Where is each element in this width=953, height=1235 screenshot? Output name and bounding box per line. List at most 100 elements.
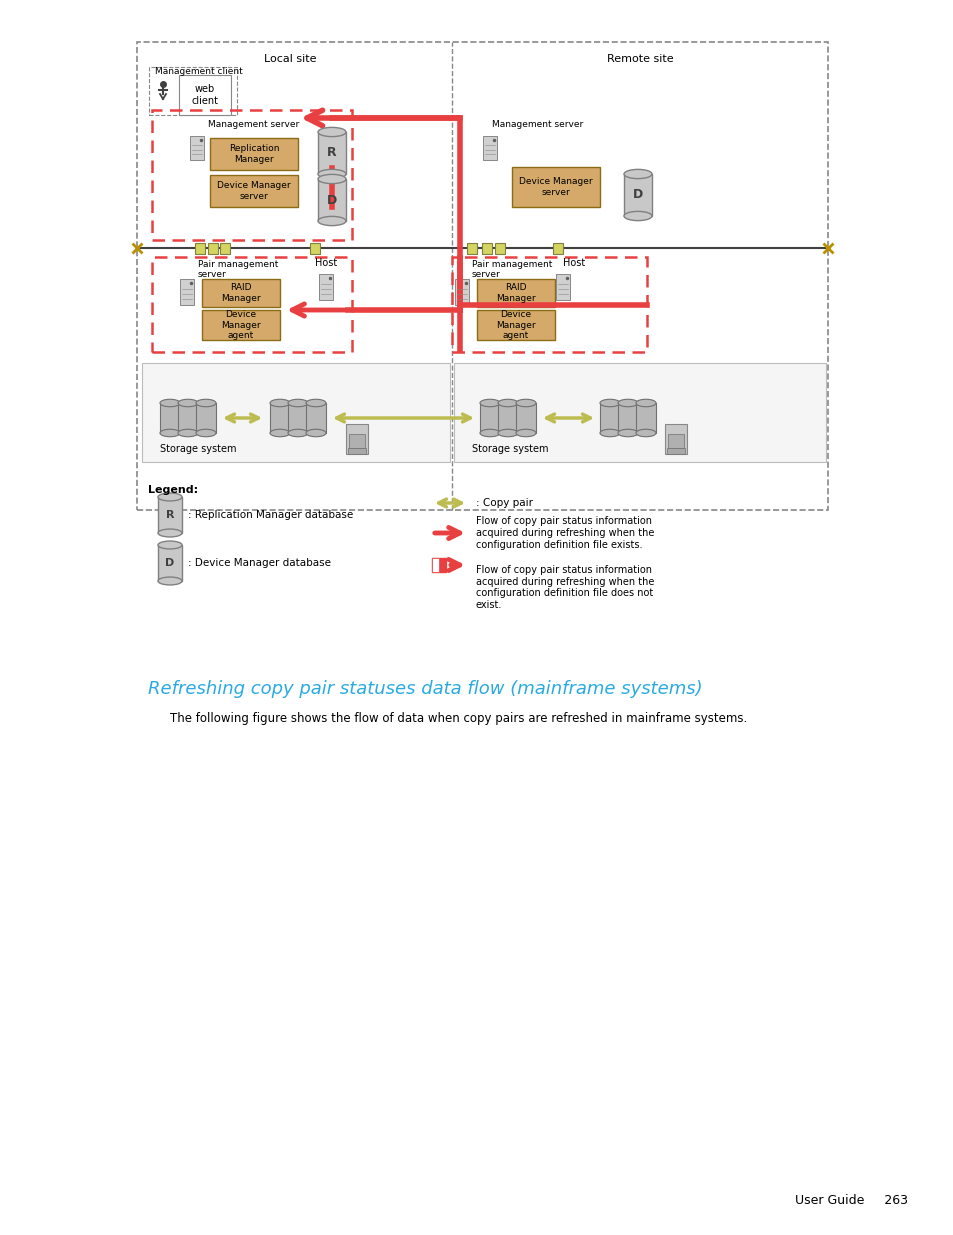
Bar: [553, 243, 562, 254]
Text: Storage system: Storage system: [472, 445, 548, 454]
Bar: [317, 179, 346, 221]
Ellipse shape: [160, 430, 180, 437]
Bar: [152, 110, 352, 240]
Bar: [190, 136, 204, 161]
Ellipse shape: [317, 127, 346, 137]
Text: Remote site: Remote site: [606, 54, 673, 64]
Bar: [495, 243, 504, 254]
Text: Device
Manager
agent: Device Manager agent: [496, 310, 536, 340]
Ellipse shape: [288, 399, 308, 406]
Text: Legend:: Legend:: [148, 485, 198, 495]
Text: D: D: [632, 189, 642, 201]
Bar: [178, 403, 198, 433]
Ellipse shape: [599, 430, 619, 437]
Text: : Replication Manager database: : Replication Manager database: [188, 510, 353, 520]
Text: Management server: Management server: [492, 120, 582, 128]
Bar: [497, 403, 517, 433]
Text: Device
Manager
agent: Device Manager agent: [221, 310, 260, 340]
Bar: [195, 403, 215, 433]
Text: Management client: Management client: [154, 67, 242, 77]
Bar: [152, 257, 352, 352]
Bar: [432, 558, 446, 572]
Text: Device Manager
server: Device Manager server: [518, 178, 592, 196]
Bar: [288, 403, 308, 433]
Text: The following figure shows the flow of data when copy pairs are refreshed in mai: The following figure shows the flow of d…: [170, 713, 746, 725]
Ellipse shape: [306, 430, 326, 437]
Bar: [664, 424, 686, 454]
Text: Pair management
server: Pair management server: [472, 261, 552, 279]
Bar: [202, 310, 280, 340]
Ellipse shape: [270, 399, 290, 406]
Ellipse shape: [178, 430, 198, 437]
Bar: [666, 448, 684, 454]
Bar: [348, 448, 366, 454]
Text: Local site: Local site: [263, 54, 315, 64]
Ellipse shape: [497, 430, 517, 437]
Bar: [599, 403, 619, 433]
Bar: [317, 132, 346, 174]
Bar: [149, 67, 236, 115]
Bar: [667, 433, 683, 448]
Bar: [516, 403, 536, 433]
Text: Storage system: Storage system: [160, 445, 236, 454]
Text: Host: Host: [562, 258, 584, 268]
Bar: [455, 279, 469, 305]
Ellipse shape: [516, 430, 536, 437]
Bar: [137, 42, 827, 510]
Bar: [158, 545, 182, 580]
Ellipse shape: [158, 577, 182, 585]
Bar: [454, 363, 825, 462]
Bar: [346, 424, 368, 454]
Ellipse shape: [636, 399, 656, 406]
Bar: [623, 174, 651, 216]
Ellipse shape: [317, 216, 346, 226]
Bar: [481, 243, 492, 254]
Bar: [306, 403, 326, 433]
Ellipse shape: [178, 399, 198, 406]
Ellipse shape: [288, 430, 308, 437]
Bar: [194, 243, 205, 254]
Bar: [476, 310, 555, 340]
Text: RAID
Manager: RAID Manager: [221, 283, 260, 303]
Bar: [512, 167, 599, 207]
Bar: [476, 279, 555, 308]
Bar: [180, 279, 193, 305]
Text: R: R: [166, 510, 174, 520]
Bar: [479, 403, 499, 433]
Ellipse shape: [195, 430, 215, 437]
Bar: [318, 274, 333, 300]
Ellipse shape: [317, 174, 346, 184]
Bar: [349, 433, 365, 448]
Bar: [220, 243, 230, 254]
Ellipse shape: [317, 169, 346, 179]
Text: Flow of copy pair status information
acquired during refreshing when the
configu: Flow of copy pair status information acq…: [476, 564, 654, 610]
Ellipse shape: [599, 399, 619, 406]
Bar: [310, 243, 319, 254]
Text: : Device Manager database: : Device Manager database: [188, 558, 331, 568]
Text: Device Manager
server: Device Manager server: [217, 182, 291, 201]
Bar: [208, 243, 218, 254]
Bar: [179, 75, 231, 115]
Ellipse shape: [479, 399, 499, 406]
Bar: [482, 136, 497, 161]
Text: Host: Host: [314, 258, 336, 268]
Ellipse shape: [158, 541, 182, 550]
Text: D: D: [327, 194, 336, 206]
Bar: [452, 257, 646, 352]
Bar: [210, 138, 297, 170]
Text: : Copy pair: : Copy pair: [476, 498, 533, 508]
Bar: [636, 403, 656, 433]
Ellipse shape: [158, 529, 182, 537]
Text: Pair management
server: Pair management server: [198, 261, 278, 279]
Bar: [202, 279, 280, 308]
Bar: [432, 558, 438, 572]
Bar: [210, 175, 297, 207]
Text: RAID
Manager: RAID Manager: [496, 283, 536, 303]
Ellipse shape: [618, 430, 638, 437]
Bar: [618, 403, 638, 433]
Ellipse shape: [636, 430, 656, 437]
Bar: [556, 274, 569, 300]
Ellipse shape: [158, 493, 182, 501]
Ellipse shape: [160, 399, 180, 406]
Ellipse shape: [516, 399, 536, 406]
